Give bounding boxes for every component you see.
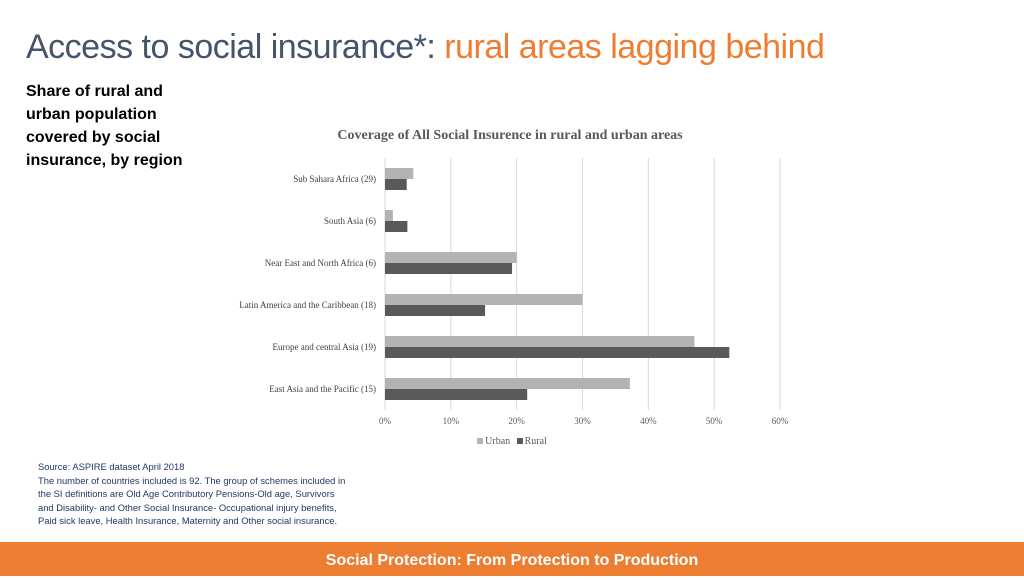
footer-text: Social Protection: From Protection to Pr… bbox=[325, 552, 699, 569]
bar-urban bbox=[385, 210, 393, 221]
x-tick-label: 10% bbox=[443, 416, 460, 426]
chart-description: Share of rural and urban population cove… bbox=[26, 83, 183, 169]
category-label: East Asia and the Pacific (15) bbox=[269, 384, 376, 394]
bar-urban bbox=[385, 336, 695, 347]
source-line: the SI definitions are Old Age Contribut… bbox=[38, 488, 335, 499]
legend-swatch-rural bbox=[516, 438, 523, 444]
bar-rural bbox=[385, 263, 513, 274]
x-tick-label: 50% bbox=[706, 416, 723, 426]
category-label: Near East and North Africa (6) bbox=[265, 258, 376, 268]
bar-urban bbox=[385, 294, 583, 305]
bar-urban bbox=[385, 378, 630, 389]
x-tick-label: 20% bbox=[508, 416, 525, 426]
category-label: South Asia (6) bbox=[324, 216, 376, 226]
footer-banner: Social Protection: From Protection to Pr… bbox=[0, 542, 1024, 576]
source-line: Source: ASPIRE dataset April 2018 bbox=[38, 461, 185, 472]
bar-urban bbox=[385, 168, 414, 179]
category-label: Europe and central Asia (19) bbox=[273, 342, 376, 352]
x-tick-label: 60% bbox=[772, 416, 789, 426]
slide-title-main: Access to social insurance*: bbox=[26, 28, 436, 66]
legend-item-rural: Rural bbox=[516, 436, 547, 447]
chart-title: Coverage of All Social Insurence in rura… bbox=[337, 128, 683, 143]
bar-rural bbox=[385, 347, 730, 358]
slide-title-accent: rural areas lagging behind bbox=[435, 28, 825, 66]
category-label: Sub Sahara Africa (29) bbox=[293, 174, 376, 184]
source-line: Paid sick leave, Health Insurance, Mater… bbox=[38, 515, 338, 526]
category-label: Latin America and the Caribbean (18) bbox=[239, 300, 376, 310]
bar-urban bbox=[385, 252, 517, 263]
x-tick-label: 40% bbox=[640, 416, 657, 426]
x-tick-label: 0% bbox=[379, 416, 392, 426]
legend-swatch-urban bbox=[477, 438, 484, 444]
bar-rural bbox=[385, 389, 528, 400]
legend-item-urban: Urban bbox=[477, 436, 510, 447]
bar-rural bbox=[385, 221, 408, 232]
legend-label-urban: Urban bbox=[485, 436, 511, 447]
bar-rural bbox=[385, 305, 486, 316]
legend-label-rural: Rural bbox=[524, 436, 547, 447]
x-tick-label: 30% bbox=[574, 416, 591, 426]
bar-rural bbox=[385, 179, 407, 190]
slide-title: Access to social insurance*: rural areas… bbox=[26, 28, 825, 67]
chart-legend: Urban Rural bbox=[0, 436, 1024, 447]
source-line: and Disability- and Other Social Insuran… bbox=[38, 501, 337, 513]
source-note: Source: ASPIRE dataset April 2018 The nu… bbox=[38, 460, 383, 528]
source-line: The number of countries included is 92. … bbox=[38, 474, 346, 486]
